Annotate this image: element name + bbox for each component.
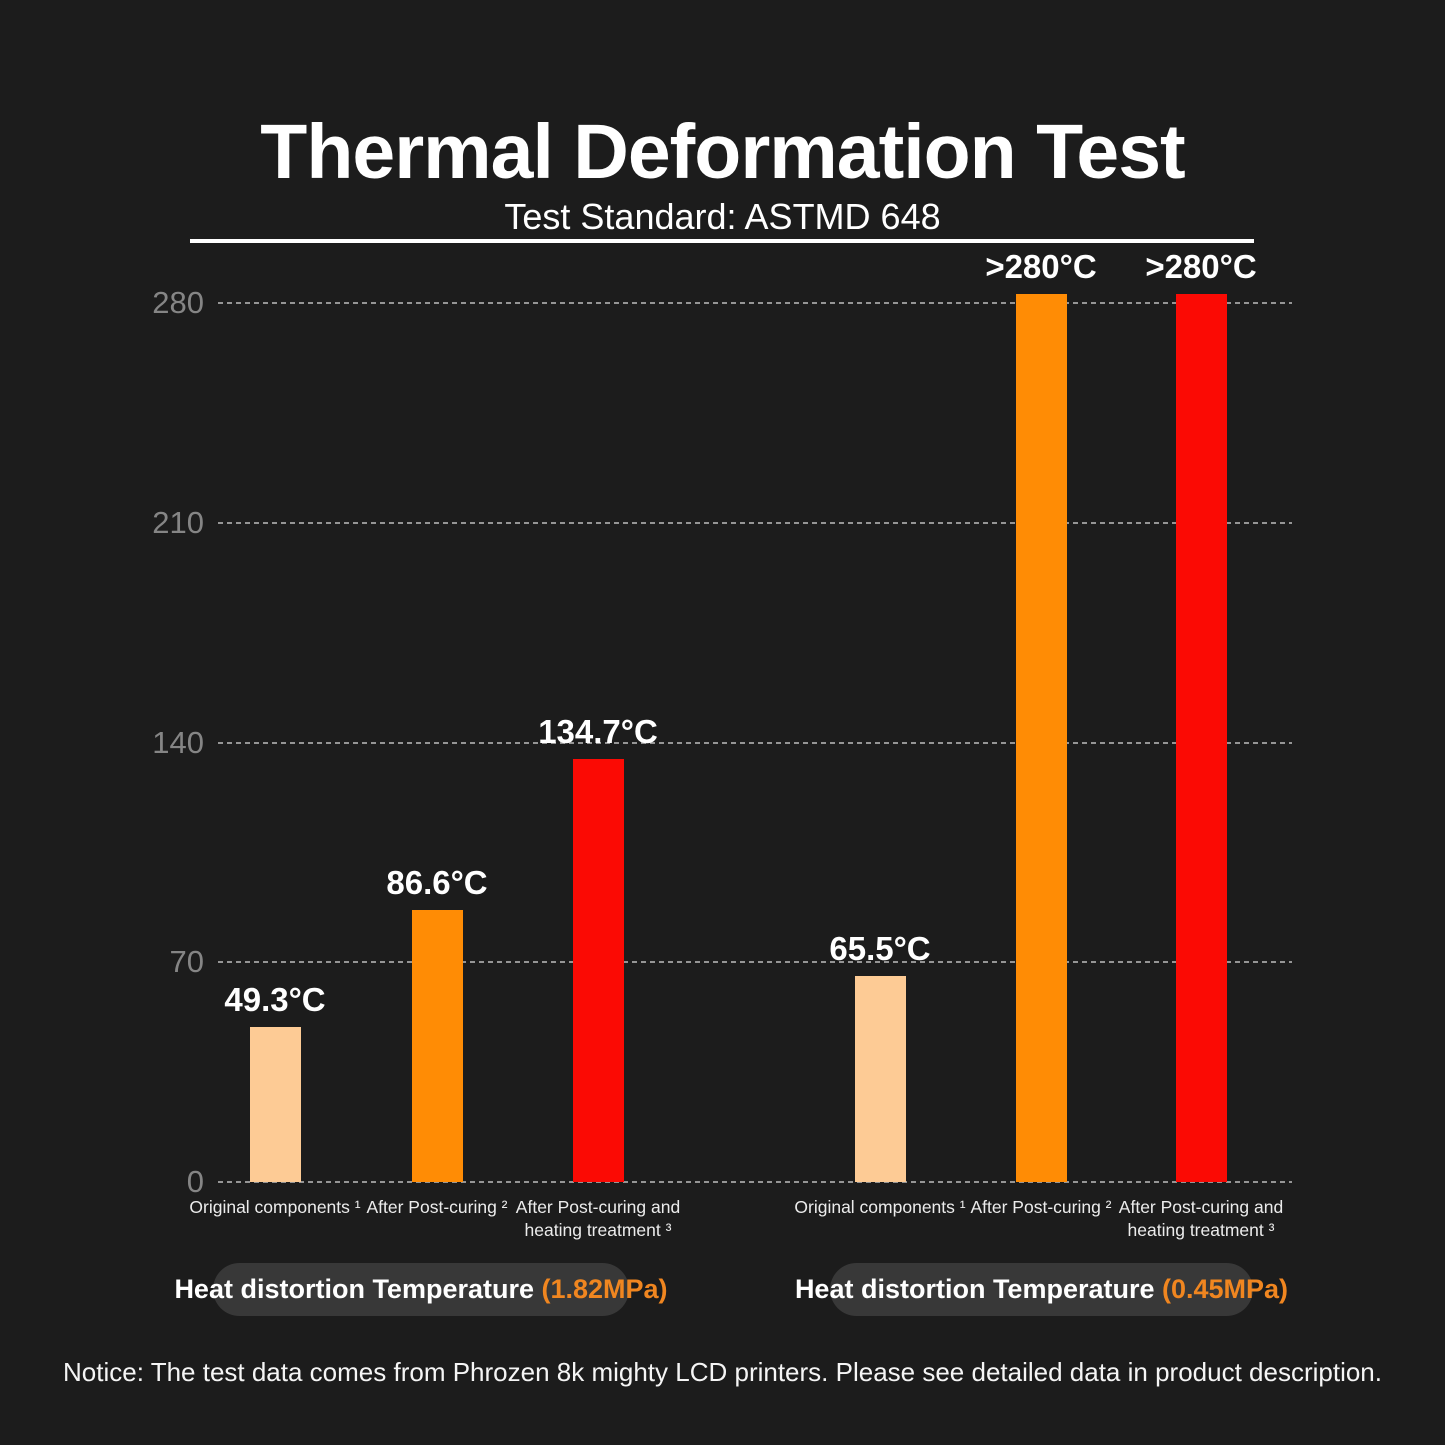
bar-group2-3 (1175, 294, 1227, 1182)
bar-value-label: >280°C (985, 248, 1097, 285)
legend-pill-0-45mpa: Heat distortion Temperature (0.45MPa) (795, 1263, 1288, 1316)
legend-pill-1-82mpa: Heat distortion Temperature (1.82MPa) (174, 1263, 668, 1316)
bar-group1-3 (572, 759, 624, 1182)
bar-value-label: 49.3°C (224, 981, 326, 1019)
legend-pill-pressure: (0.45MPa) (1162, 1274, 1289, 1304)
gridline-210 (218, 521, 1292, 524)
category-label: After Post-curing and heating treatment … (515, 1197, 681, 1240)
gridline-70 (218, 961, 1292, 964)
y-axis-tick-140: 140 (152, 724, 204, 760)
bar-group1-1 (249, 1027, 301, 1182)
page-subtitle: Test Standard: ASTMD 648 (504, 196, 941, 237)
y-axis-tick-210: 210 (152, 504, 204, 540)
gridline-0 (218, 1181, 1292, 1183)
category-label: Original components ¹ (794, 1197, 966, 1217)
legend-pill-label: Heat distortion Temperature (794, 1274, 1162, 1304)
bar-group2-1 (854, 976, 906, 1182)
category-label: After Post-curing ² (970, 1197, 1112, 1217)
bar-value-label: 134.7°C (538, 713, 658, 751)
title-divider-line (190, 239, 1254, 243)
category-label: Original components ¹ (189, 1197, 361, 1217)
category-label: After Post-curing ² (366, 1197, 508, 1217)
bar-group1-2 (411, 910, 463, 1182)
page-title: Thermal Deformation Test (260, 109, 1185, 195)
legend-pill-pressure: (1.82MPa) (541, 1274, 668, 1304)
category-label: After Post-curing and heating treatment … (1118, 1197, 1284, 1240)
legend-pill-label: Heat distortion Temperature (174, 1274, 542, 1304)
gridline-280 (218, 302, 1292, 304)
bar-group2-2 (1015, 294, 1067, 1182)
bar-value-label: 86.6°C (386, 864, 488, 902)
y-axis-tick-0: 0 (186, 1164, 204, 1199)
bar-value-label: 65.5°C (829, 930, 931, 968)
bar-value-label: >280°C (1145, 248, 1257, 285)
y-axis-tick-70: 70 (169, 944, 204, 980)
notice-text: Notice: The test data comes from Phrozen… (63, 1357, 1382, 1387)
gridline-140 (218, 741, 1292, 744)
y-axis-tick-280: 280 (152, 285, 204, 320)
